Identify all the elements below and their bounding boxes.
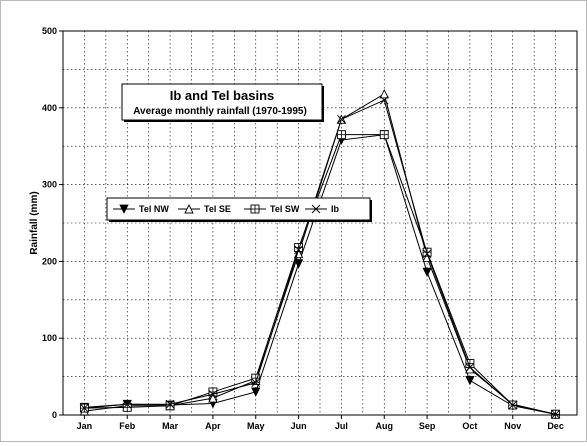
data-point-tel-nw bbox=[465, 376, 475, 386]
legend-item-ib: Ib bbox=[305, 204, 340, 214]
legend-label: Ib bbox=[331, 204, 340, 214]
series-ib bbox=[80, 95, 560, 419]
x-tick-label: Feb bbox=[119, 421, 136, 431]
legend-item-tel-sw: Tel SW bbox=[244, 204, 300, 214]
data-point-tel-se bbox=[379, 88, 389, 99]
data-point-ib bbox=[551, 409, 560, 419]
legend-label: Tel NW bbox=[139, 204, 169, 214]
chart-subtitle: Average monthly rainfall (1970-1995) bbox=[133, 106, 307, 117]
data-point-tel-se bbox=[208, 393, 218, 403]
data-point-ib bbox=[208, 389, 218, 399]
data-point-ib bbox=[80, 403, 89, 413]
y-axis-ticks: 0 100 200 300 400 500 bbox=[42, 26, 63, 420]
legend-item-tel-se: Tel SE bbox=[178, 203, 231, 214]
legend-marker-tel-se bbox=[184, 203, 194, 214]
legend-label: Tel SE bbox=[204, 204, 231, 214]
x-tick-label: Nov bbox=[504, 421, 521, 431]
legend-marker-ib bbox=[311, 204, 321, 214]
data-point-ib bbox=[294, 245, 303, 255]
legend-label: Tel SW bbox=[270, 204, 300, 214]
x-tick-label: Aug bbox=[376, 421, 394, 431]
data-point-tel-nw bbox=[422, 267, 432, 278]
x-tick-label: Jun bbox=[291, 421, 307, 431]
data-point-ib bbox=[337, 115, 346, 124]
y-tick-label: 200 bbox=[42, 256, 57, 266]
x-tick-label: Dec bbox=[547, 421, 564, 431]
legend-marker-tel-nw bbox=[119, 204, 129, 214]
data-point-ib bbox=[165, 399, 175, 409]
x-tick-label: Apr bbox=[205, 421, 221, 431]
data-point-ib bbox=[379, 95, 389, 105]
data-point-ib bbox=[122, 399, 132, 409]
data-point-tel-nw bbox=[251, 387, 261, 397]
x-tick-label: May bbox=[247, 421, 265, 431]
x-axis-ticks: Jan Feb Mar Apr May Jun Jul Aug Sep Oct Nov Dec bbox=[77, 415, 564, 431]
series-line-tel-se bbox=[84, 93, 556, 415]
plot-area-border bbox=[62, 30, 578, 416]
y-tick-label: 0 bbox=[52, 410, 57, 420]
x-tick-label: Sep bbox=[419, 421, 436, 431]
data-point-tel-sw bbox=[336, 130, 346, 140]
x-tick-label: Mar bbox=[162, 421, 179, 431]
chart-title: Ib and Tel basins bbox=[170, 88, 275, 103]
legend-marker-tel-sw bbox=[250, 204, 260, 214]
data-point-ib bbox=[422, 249, 432, 259]
x-tick-label: Oct bbox=[462, 421, 477, 431]
y-tick-label: 500 bbox=[42, 26, 57, 36]
title-box: Ib and Tel basins Average monthly rainfa… bbox=[121, 83, 324, 122]
y-axis-label: Rainfall (mm) bbox=[29, 191, 40, 254]
data-point-tel-nw bbox=[293, 259, 304, 269]
data-point-ib bbox=[508, 400, 518, 410]
x-tick-label: Jul bbox=[335, 421, 348, 431]
y-tick-label: 400 bbox=[42, 103, 57, 113]
legend-item-tel-nw: Tel NW bbox=[113, 204, 169, 214]
y-tick-label: 100 bbox=[42, 333, 57, 343]
legend: Tel NW Tel SE Tel SW Ib bbox=[106, 197, 372, 222]
data-point-ib bbox=[251, 378, 261, 388]
data-point-tel-sw bbox=[165, 401, 175, 411]
y-tick-label: 300 bbox=[42, 180, 57, 190]
data-point-ib bbox=[465, 363, 475, 372]
series-line-ib bbox=[84, 99, 556, 415]
data-point-tel-sw bbox=[379, 130, 389, 140]
series-line-tel-sw bbox=[84, 134, 556, 415]
x-tick-label: Jan bbox=[77, 421, 93, 431]
